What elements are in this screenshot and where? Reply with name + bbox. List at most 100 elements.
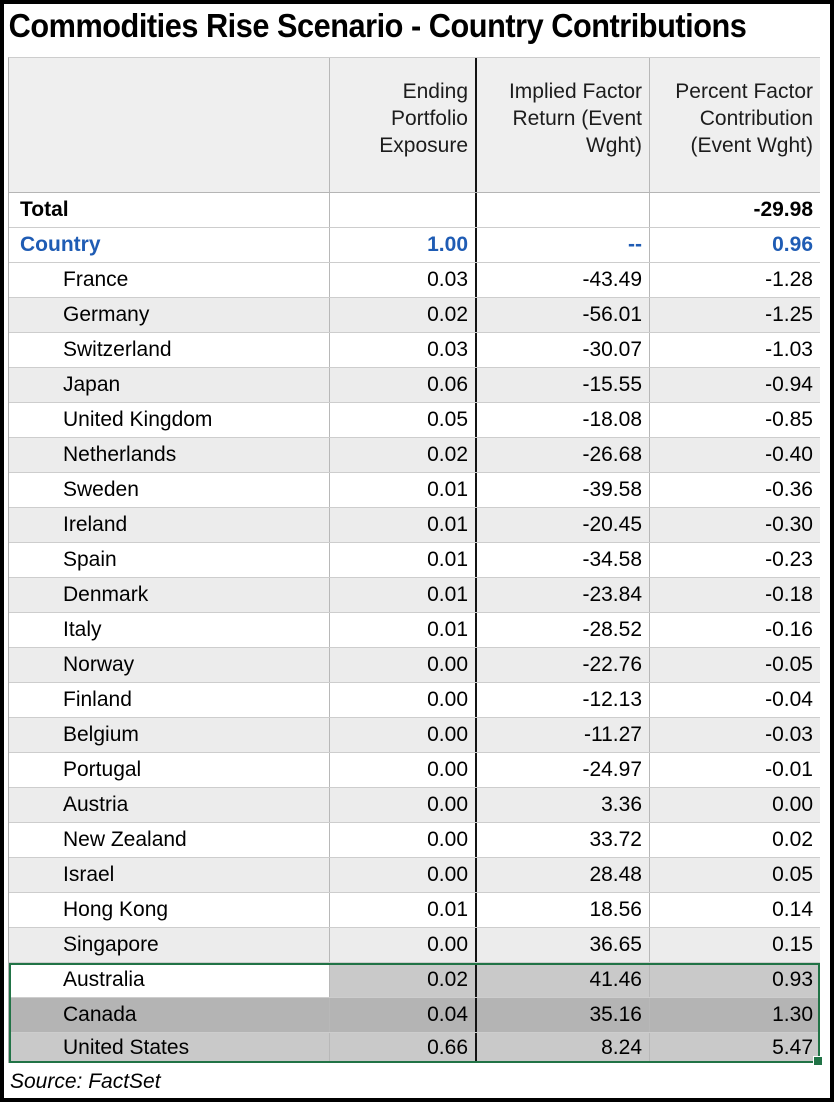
row-label-cell[interactable]: Spain xyxy=(9,543,330,577)
cell-implied-factor-return[interactable]: -30.07 xyxy=(477,333,650,367)
row-label-cell[interactable]: Total xyxy=(9,193,330,227)
cell-percent-factor-contribution[interactable]: 0.96 xyxy=(772,233,813,256)
row-label-cell[interactable]: Austria xyxy=(9,788,330,822)
cell-ending-portfolio-exposure[interactable]: 0.00 xyxy=(330,928,477,962)
cell-implied-factor-return[interactable]: -12.13 xyxy=(477,683,650,717)
row-label-cell[interactable]: Switzerland xyxy=(9,333,330,367)
cell-ending-portfolio-exposure[interactable]: 0.02 xyxy=(330,298,477,332)
cell-percent-factor-contribution[interactable]: -0.16 xyxy=(765,618,813,641)
cell-ending-portfolio-exposure[interactable] xyxy=(330,193,477,227)
cell-ending-portfolio-exposure[interactable]: 0.01 xyxy=(330,893,477,927)
cell-percent-factor-contribution[interactable]: 5.47 xyxy=(650,1033,820,1062)
cell-percent-factor-contribution[interactable]: -1.25 xyxy=(765,303,813,326)
cell-ending-portfolio-exposure[interactable]: 0.00 xyxy=(330,788,477,822)
cell-ending-portfolio-exposure[interactable]: 0.06 xyxy=(330,368,477,402)
cell-ending-portfolio-exposure[interactable]: 0.00 xyxy=(330,718,477,752)
cell-implied-factor-return[interactable]: -56.01 xyxy=(477,298,650,332)
cell-ending-portfolio-exposure[interactable]: 0.03 xyxy=(330,263,477,297)
cell-implied-factor-return[interactable]: -28.52 xyxy=(477,613,650,647)
cell-ending-portfolio-exposure[interactable]: 0.05 xyxy=(330,403,477,437)
cell-percent-factor-contribution[interactable]: -1.03 xyxy=(765,338,813,361)
cell-percent-factor-contribution[interactable]: -0.85 xyxy=(765,408,813,431)
cell-implied-factor-return[interactable]: -26.68 xyxy=(477,438,650,472)
cell-implied-factor-return[interactable]: -- xyxy=(477,228,650,262)
row-label-cell[interactable]: Australia xyxy=(9,963,330,997)
row-label-cell[interactable]: Hong Kong xyxy=(9,893,330,927)
cell-implied-factor-return[interactable]: -43.49 xyxy=(477,263,650,297)
row-label-cell[interactable]: Portugal xyxy=(9,753,330,787)
row-label-cell[interactable]: Finland xyxy=(9,683,330,717)
cell-percent-factor-contribution[interactable]: -0.30 xyxy=(765,513,813,536)
cell-percent-factor-contribution[interactable]: -0.94 xyxy=(765,373,813,396)
cell-implied-factor-return[interactable]: -34.58 xyxy=(477,543,650,577)
cell-percent-factor-contribution[interactable]: -0.03 xyxy=(765,723,813,746)
row-label-cell[interactable]: United Kingdom xyxy=(9,403,330,437)
cell-percent-factor-contribution[interactable]: -29.98 xyxy=(753,198,813,221)
cell-percent-factor-contribution[interactable]: -1.28 xyxy=(765,268,813,291)
cell-ending-portfolio-exposure[interactable]: 0.00 xyxy=(330,823,477,857)
cell-percent-factor-contribution[interactable]: -0.23 xyxy=(765,548,813,571)
cell-percent-factor-contribution[interactable]: -0.40 xyxy=(765,443,813,466)
cell-implied-factor-return[interactable]: 33.72 xyxy=(477,823,650,857)
cell-ending-portfolio-exposure[interactable]: 0.01 xyxy=(330,508,477,542)
row-label-cell[interactable]: Norway xyxy=(9,648,330,682)
cell-percent-factor-contribution[interactable]: 0.14 xyxy=(772,898,813,921)
cell-implied-factor-return[interactable]: -11.27 xyxy=(477,718,650,752)
row-label-cell[interactable]: Canada xyxy=(9,998,330,1032)
cell-implied-factor-return[interactable]: -20.45 xyxy=(477,508,650,542)
row-label-cell[interactable]: New Zealand xyxy=(9,823,330,857)
cell-ending-portfolio-exposure[interactable]: 0.00 xyxy=(330,753,477,787)
cell-percent-factor-contribution[interactable]: -0.36 xyxy=(765,478,813,501)
cell-ending-portfolio-exposure[interactable]: 0.02 xyxy=(330,963,477,997)
cell-ending-portfolio-exposure[interactable]: 0.04 xyxy=(330,998,477,1032)
cell-ending-portfolio-exposure[interactable]: 0.01 xyxy=(330,473,477,507)
cell-percent-factor-contribution[interactable]: 0.15 xyxy=(772,933,813,956)
cell-ending-portfolio-exposure[interactable]: 0.00 xyxy=(330,683,477,717)
cell-implied-factor-return[interactable]: -18.08 xyxy=(477,403,650,437)
cell-implied-factor-return[interactable]: 18.56 xyxy=(477,893,650,927)
cell-percent-factor-contribution[interactable]: -0.04 xyxy=(765,688,813,711)
row-label-cell[interactable]: Ireland xyxy=(9,508,330,542)
row-label-cell[interactable]: Singapore xyxy=(9,928,330,962)
row-label-cell[interactable]: Japan xyxy=(9,368,330,402)
cell-ending-portfolio-exposure[interactable]: 0.00 xyxy=(330,648,477,682)
cell-percent-factor-contribution[interactable]: -0.05 xyxy=(765,653,813,676)
cell-ending-portfolio-exposure[interactable]: 0.01 xyxy=(330,578,477,612)
cell-implied-factor-return[interactable]: 41.46 xyxy=(477,963,650,997)
row-label-cell[interactable]: Country xyxy=(9,228,330,262)
cell-percent-factor-contribution[interactable]: 0.93 xyxy=(650,963,820,997)
row-label-cell[interactable]: Belgium xyxy=(9,718,330,752)
cell-percent-factor-contribution[interactable]: 0.02 xyxy=(772,828,813,851)
row-label-cell[interactable]: France xyxy=(9,263,330,297)
cell-implied-factor-return[interactable]: 3.36 xyxy=(477,788,650,822)
row-label-cell[interactable]: Sweden xyxy=(9,473,330,507)
cell-implied-factor-return[interactable]: -15.55 xyxy=(477,368,650,402)
cell-implied-factor-return[interactable]: -39.58 xyxy=(477,473,650,507)
cell-percent-factor-contribution[interactable]: 1.30 xyxy=(650,998,820,1032)
cell-implied-factor-return[interactable]: -22.76 xyxy=(477,648,650,682)
cell-ending-portfolio-exposure[interactable]: 0.03 xyxy=(330,333,477,367)
cell-ending-portfolio-exposure[interactable]: 0.01 xyxy=(330,613,477,647)
cell-implied-factor-return[interactable]: -24.97 xyxy=(477,753,650,787)
cell-percent-factor-contribution[interactable]: -0.01 xyxy=(765,758,813,781)
cell-implied-factor-return[interactable]: 28.48 xyxy=(477,858,650,892)
cell-implied-factor-return[interactable]: 36.65 xyxy=(477,928,650,962)
cell-ending-portfolio-exposure[interactable]: 0.66 xyxy=(330,1033,477,1062)
row-label-cell[interactable]: United States xyxy=(9,1033,330,1062)
row-label-cell[interactable]: Germany xyxy=(9,298,330,332)
cell-ending-portfolio-exposure[interactable]: 0.00 xyxy=(330,858,477,892)
cell-ending-portfolio-exposure[interactable]: 1.00 xyxy=(330,228,477,262)
cell-ending-portfolio-exposure[interactable]: 0.02 xyxy=(330,438,477,472)
cell-implied-factor-return[interactable]: 35.16 xyxy=(477,998,650,1032)
row-label-cell[interactable]: Italy xyxy=(9,613,330,647)
cell-ending-portfolio-exposure[interactable]: 0.01 xyxy=(330,543,477,577)
fill-handle[interactable] xyxy=(813,1056,823,1066)
cell-percent-factor-contribution[interactable]: 0.00 xyxy=(772,793,813,816)
cell-implied-factor-return[interactable]: -23.84 xyxy=(477,578,650,612)
cell-percent-factor-contribution[interactable]: -0.18 xyxy=(765,583,813,606)
cell-percent-factor-contribution[interactable]: 0.05 xyxy=(772,863,813,886)
cell-implied-factor-return[interactable]: 8.24 xyxy=(477,1033,650,1062)
row-label-cell[interactable]: Israel xyxy=(9,858,330,892)
row-label-cell[interactable]: Netherlands xyxy=(9,438,330,472)
row-label-cell[interactable]: Denmark xyxy=(9,578,330,612)
